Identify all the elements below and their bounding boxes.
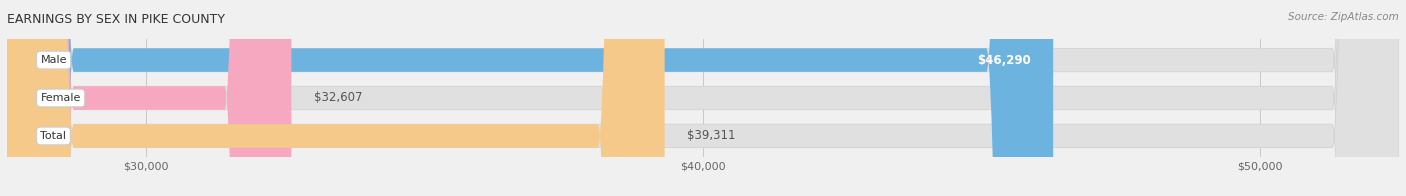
Text: $39,311: $39,311 xyxy=(688,129,735,142)
Text: $46,290: $46,290 xyxy=(977,54,1031,67)
Text: Total: Total xyxy=(41,131,66,141)
Text: $32,607: $32,607 xyxy=(314,92,363,104)
FancyBboxPatch shape xyxy=(7,0,291,196)
FancyBboxPatch shape xyxy=(7,0,1399,196)
FancyBboxPatch shape xyxy=(7,0,1399,196)
FancyBboxPatch shape xyxy=(7,0,1399,196)
Text: Male: Male xyxy=(41,55,67,65)
FancyBboxPatch shape xyxy=(7,0,665,196)
Text: Source: ZipAtlas.com: Source: ZipAtlas.com xyxy=(1288,12,1399,22)
Text: Female: Female xyxy=(41,93,80,103)
FancyBboxPatch shape xyxy=(7,0,1053,196)
Text: EARNINGS BY SEX IN PIKE COUNTY: EARNINGS BY SEX IN PIKE COUNTY xyxy=(7,13,225,26)
